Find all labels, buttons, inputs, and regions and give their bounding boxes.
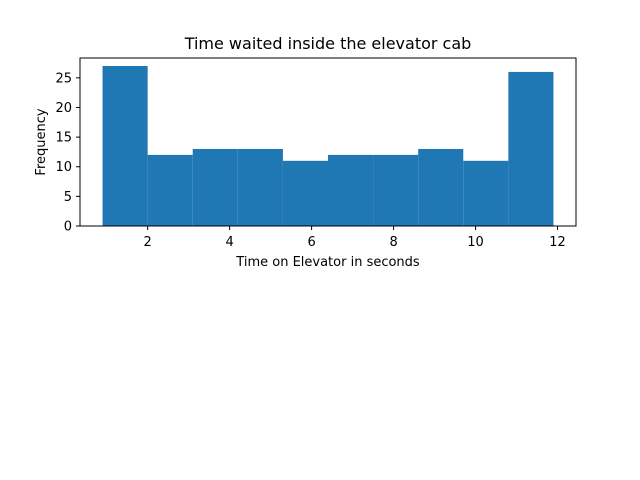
x-tick-label: 8	[389, 235, 397, 250]
x-tick-label: 6	[307, 235, 315, 250]
histogram-bar	[373, 154, 419, 226]
chart-title: Time waited inside the elevator cab	[184, 34, 472, 53]
y-tick-label: 15	[55, 131, 72, 146]
y-tick-label: 0	[64, 220, 72, 235]
x-tick-label: 4	[225, 235, 233, 250]
y-tick-label: 10	[55, 160, 72, 175]
x-ticks-group: 2 4 6 8 10 12	[143, 226, 566, 250]
x-tick-label: 12	[549, 235, 566, 250]
x-tick-label: 10	[467, 235, 484, 250]
axes-frame	[79, 57, 577, 227]
histogram-bar	[282, 160, 328, 226]
x-axis-label: Time on Elevator in seconds	[235, 255, 420, 270]
histogram-bar	[418, 148, 464, 226]
histogram-bar	[102, 66, 148, 226]
y-axis-label: Frequency	[34, 108, 49, 175]
histogram-bar	[192, 148, 238, 226]
y-tick-label: 25	[55, 71, 72, 86]
histogram-bar	[147, 154, 193, 226]
y-ticks-group: 0 5 10 15 20 25	[55, 71, 80, 235]
bars-group	[102, 66, 554, 226]
y-tick-label: 5	[64, 190, 72, 205]
histogram-bar	[237, 148, 283, 226]
histogram-bar	[508, 71, 554, 226]
histogram-bar	[463, 160, 509, 226]
y-tick-label: 20	[55, 101, 72, 116]
x-tick-label: 2	[143, 235, 151, 250]
histogram-bar	[328, 154, 374, 226]
